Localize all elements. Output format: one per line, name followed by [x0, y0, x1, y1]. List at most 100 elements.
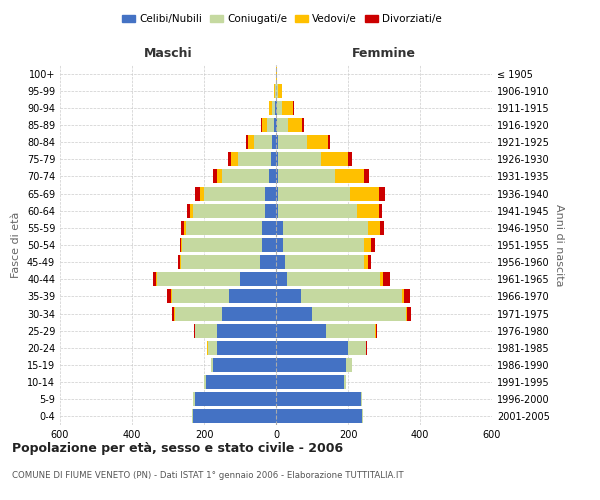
Bar [262, 118, 267, 132]
Bar [328, 135, 330, 149]
Bar [204, 186, 265, 200]
Bar [368, 221, 380, 235]
Bar [371, 238, 375, 252]
Bar [276, 255, 285, 269]
Bar [402, 290, 404, 304]
Bar [167, 290, 170, 304]
Bar [186, 221, 262, 235]
Bar [195, 324, 217, 338]
Bar [265, 186, 276, 200]
Bar [265, 204, 276, 218]
Bar [380, 221, 384, 235]
Bar [181, 221, 184, 235]
Bar [213, 358, 276, 372]
Bar [181, 255, 260, 269]
Bar [278, 170, 335, 183]
Bar [260, 255, 276, 269]
Bar [276, 152, 278, 166]
Bar [213, 170, 217, 183]
Bar [276, 341, 348, 355]
Bar [276, 186, 278, 200]
Bar [361, 392, 362, 406]
Bar [278, 152, 321, 166]
Bar [278, 135, 307, 149]
Bar [261, 118, 262, 132]
Bar [277, 84, 278, 98]
Bar [272, 101, 275, 115]
Bar [368, 255, 371, 269]
Bar [282, 101, 293, 115]
Bar [276, 221, 283, 235]
Bar [276, 272, 287, 286]
Bar [193, 392, 195, 406]
Bar [375, 324, 376, 338]
Bar [348, 341, 366, 355]
Bar [346, 358, 352, 372]
Bar [170, 290, 172, 304]
Bar [231, 152, 238, 166]
Legend: Celibi/Nubili, Coniugati/e, Vedovi/e, Divorziati/e: Celibi/Nubili, Coniugati/e, Vedovi/e, Di… [118, 10, 446, 29]
Bar [222, 306, 276, 320]
Bar [276, 170, 278, 183]
Bar [283, 221, 368, 235]
Bar [157, 272, 240, 286]
Bar [211, 358, 213, 372]
Bar [267, 118, 274, 132]
Bar [174, 306, 175, 320]
Bar [187, 204, 190, 218]
Bar [285, 255, 364, 269]
Bar [276, 306, 312, 320]
Bar [350, 186, 379, 200]
Y-axis label: Anni di nascita: Anni di nascita [554, 204, 563, 286]
Bar [153, 272, 157, 286]
Bar [276, 204, 278, 218]
Bar [274, 118, 276, 132]
Bar [276, 358, 346, 372]
Bar [182, 238, 262, 252]
Bar [275, 101, 276, 115]
Bar [200, 186, 204, 200]
Bar [229, 290, 276, 304]
Bar [383, 272, 391, 286]
Bar [196, 186, 200, 200]
Bar [321, 152, 348, 166]
Bar [404, 290, 410, 304]
Bar [269, 170, 276, 183]
Bar [277, 118, 288, 132]
Text: Maschi: Maschi [143, 47, 193, 60]
Bar [278, 84, 282, 98]
Bar [193, 410, 276, 424]
Bar [276, 101, 277, 115]
Bar [357, 204, 379, 218]
Bar [380, 272, 383, 286]
Text: COMUNE DI FIUME VENETO (PN) - Dati ISTAT 1° gennaio 2006 - Elaborazione TUTTITAL: COMUNE DI FIUME VENETO (PN) - Dati ISTAT… [12, 471, 404, 480]
Bar [301, 290, 402, 304]
Bar [277, 101, 282, 115]
Bar [178, 255, 180, 269]
Bar [246, 135, 248, 149]
Bar [172, 306, 174, 320]
Bar [276, 392, 361, 406]
Bar [271, 152, 276, 166]
Bar [379, 186, 385, 200]
Bar [254, 135, 272, 149]
Bar [364, 238, 371, 252]
Bar [276, 375, 344, 389]
Bar [312, 306, 406, 320]
Bar [278, 204, 357, 218]
Bar [262, 238, 276, 252]
Bar [192, 410, 193, 424]
Bar [208, 341, 217, 355]
Bar [262, 221, 276, 235]
Bar [276, 410, 362, 424]
Bar [193, 204, 265, 218]
Bar [407, 306, 411, 320]
Bar [364, 170, 368, 183]
Bar [217, 341, 276, 355]
Bar [172, 290, 229, 304]
Bar [278, 186, 350, 200]
Bar [287, 272, 380, 286]
Bar [276, 324, 326, 338]
Bar [180, 255, 181, 269]
Bar [228, 152, 231, 166]
